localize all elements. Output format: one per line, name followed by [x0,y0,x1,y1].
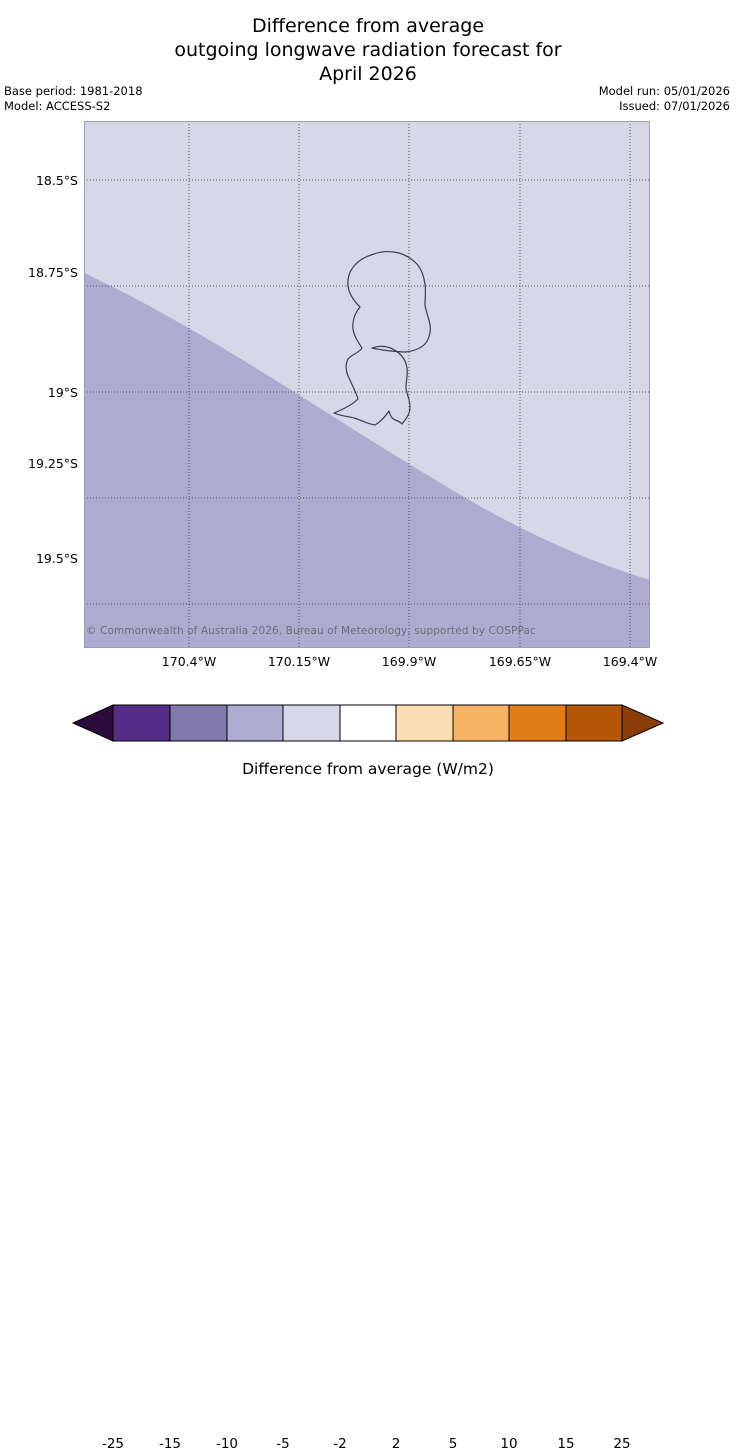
colorbar-tick-9: 25 [613,1436,631,1452]
colorbar-tick-3: -5 [276,1436,290,1452]
map-plot-area [84,121,650,648]
issued-text: Issued: 07/01/2026 [619,99,730,113]
colorbar-title: Difference from average (W/m2) [242,760,494,778]
coastline-niue [333,251,431,426]
ytick-label-1: 18.75°S [28,265,78,280]
colorbar-tick-5: 2 [391,1436,401,1452]
copyright-notice: © Commonwealth of Australia 2026, Bureau… [86,625,536,637]
xtick-label-4: 169.4°W [602,654,658,669]
contour-band-minus10-minus5 [84,273,650,648]
colorbar-tick-4: -2 [333,1436,347,1452]
ytick-label-0: 18.5°S [35,173,78,188]
model-run-text: Model run: 05/01/2026 [598,84,730,98]
colorbar-swatch-5 [395,704,454,742]
colorbar-swatch-6 [452,704,510,742]
page-title: Difference from average outgoing longwav… [0,14,736,86]
colorbar-swatch-3 [282,704,341,742]
colorbar-tick-2: -10 [215,1436,239,1452]
colorbar: -25 -15 -10 -5 -2 2 5 10 15 25 [0,700,736,1452]
colorbar-tick-0: -25 [101,1436,125,1452]
xtick-label-1: 170.15°W [267,654,331,669]
base-period-text: Base period: 1981-2018 [4,84,143,98]
ytick-label-4: 19.5°S [35,551,78,566]
colorbar-swatch-over [621,704,665,742]
colorbar-tick-6: 5 [448,1436,458,1452]
colorbar-swatch-0 [112,704,171,742]
colorbar-swatch-under [71,704,114,742]
title-line-2: outgoing longwave radiation forecast for [174,39,562,61]
colorbar-swatch-2 [226,704,284,742]
colorbar-tick-7: 10 [500,1436,518,1452]
colorbar-tick-8: 15 [557,1436,575,1452]
xtick-label-0: 170.4°W [161,654,217,669]
metadata-right: Model run: 05/01/2026 Issued: 07/01/2026 [599,84,730,114]
map-contour-svg [84,121,650,648]
title-line-3: April 2026 [319,63,417,85]
colorbar-swatch-1 [169,704,228,742]
ytick-label-2: 19°S [47,385,78,400]
colorbar-tick-1: -15 [158,1436,182,1452]
model-text: Model: ACCESS-S2 [4,99,111,113]
metadata-left: Base period: 1981-2018 Model: ACCESS-S2 [4,84,143,114]
grid-lines-vertical [188,121,631,648]
ytick-label-3: 19.25°S [28,456,78,471]
colorbar-swatch-8 [565,704,623,742]
xtick-label-3: 169.65°W [488,654,552,669]
colorbar-svg [71,704,665,742]
colorbar-swatch-4 [339,704,397,742]
title-line-1: Difference from average [251,15,485,37]
colorbar-swatch-7 [508,704,567,742]
xtick-label-2: 169.9°W [381,654,437,669]
grid-lines-horizontal [84,179,650,605]
